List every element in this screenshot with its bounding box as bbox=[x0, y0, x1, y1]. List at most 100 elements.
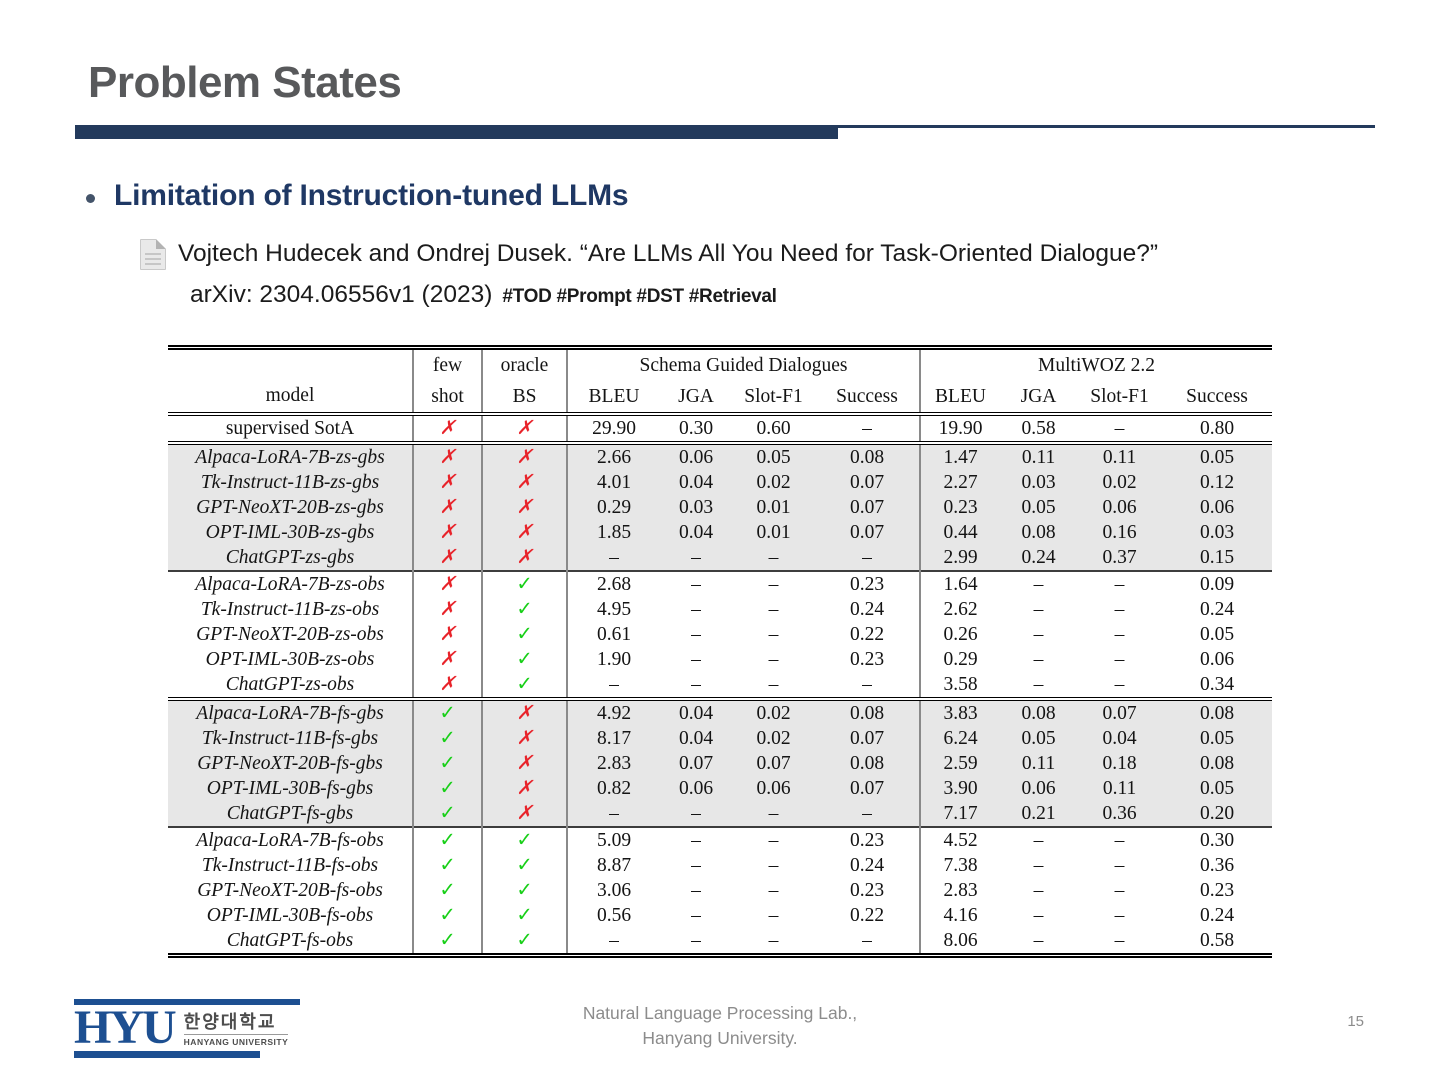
metric-cell: 0.05 bbox=[1199, 624, 1235, 645]
cross-icon: ✗ bbox=[412, 622, 482, 647]
metric-cell: 0.06 bbox=[732, 776, 815, 801]
table-row: GPT-NeoXT-20B-fs-gbs ✓ ✗ 2.83 0.07 0.07 0.08 2.… bbox=[168, 751, 1273, 776]
metric-cell: 0.23 bbox=[815, 570, 921, 597]
metric-cell: 0.24 bbox=[1199, 905, 1235, 926]
metric-cell: 0.58 bbox=[1000, 412, 1078, 443]
metric-cell: 0.29 bbox=[919, 647, 1001, 672]
metric-cell: 0.18 bbox=[1077, 751, 1163, 776]
metric-cell: 0.05 bbox=[732, 441, 815, 470]
cross-icon: ✗ bbox=[412, 520, 482, 545]
cross-icon: ✗ bbox=[412, 470, 482, 495]
citation-arxiv: arXiv: 2304.06556v1 (2023) #TOD #Prompt #… bbox=[190, 281, 777, 309]
metric-cell: 0.24 bbox=[1199, 599, 1235, 620]
table-row: supervised SotA ✗ ✗ 29.90 0.30 0.60–19.90 0.58… bbox=[168, 412, 1273, 443]
model-name-cell: Tk-Instruct-11B-zs-gbs bbox=[168, 470, 413, 495]
metric-cell: 4.01 bbox=[566, 470, 660, 495]
header-bs: BS bbox=[481, 382, 567, 414]
citation-text: Vojtech Hudecek and Ondrej Dusek. “Are L… bbox=[178, 240, 1159, 267]
metric-cell: 0.21 bbox=[1000, 801, 1078, 827]
table-row: GPT-NeoXT-20B-fs-obs ✓ ✓ 3.06– –0.23 2.83– –0.… bbox=[168, 878, 1272, 903]
metric-cell: 0.30 bbox=[660, 412, 732, 443]
header-sgd-jga: JGA bbox=[678, 386, 714, 407]
metric-cell: 1.47 bbox=[919, 441, 1001, 470]
metric-cell: 5.09 bbox=[566, 826, 660, 853]
metric-cell: – bbox=[732, 801, 815, 827]
table-row: ChatGPT-zs-gbs ✗ ✗ – – – –2.99 0.24 0.37 0.15 bbox=[168, 545, 1273, 571]
cross-icon: ✗ bbox=[481, 520, 567, 545]
model-name-cell: Tk-Instruct-11B-fs-gbs bbox=[168, 726, 413, 751]
model-name-cell: OPT-IML-30B-fs-gbs bbox=[168, 776, 413, 801]
metric-cell: 0.11 bbox=[1000, 751, 1078, 776]
metric-cell: 0.82 bbox=[566, 776, 660, 801]
cross-icon: ✗ bbox=[481, 545, 567, 571]
metric-cell: 0.03 bbox=[660, 495, 732, 520]
cross-icon: ✗ bbox=[481, 412, 567, 443]
metric-cell: 0.05 bbox=[1162, 441, 1273, 470]
bullet-marker-icon bbox=[86, 193, 95, 203]
metric-cell: – bbox=[732, 826, 815, 853]
check-icon: ✓ bbox=[481, 570, 567, 597]
header-shot: shot bbox=[412, 382, 482, 414]
metric-cell: – bbox=[1114, 880, 1125, 901]
metric-cell: 1.85 bbox=[566, 520, 660, 545]
metric-cell: 0.07 bbox=[815, 776, 921, 801]
check-icon: ✓ bbox=[481, 597, 567, 622]
metric-cell: 4.92 bbox=[566, 697, 660, 726]
model-name-cell: ChatGPT-zs-obs bbox=[225, 674, 355, 695]
metric-cell: 0.12 bbox=[1162, 470, 1273, 495]
metric-cell: – bbox=[768, 649, 779, 670]
cross-icon: ✗ bbox=[412, 672, 482, 699]
metric-cell: 3.90 bbox=[919, 776, 1001, 801]
metric-cell: – bbox=[768, 599, 779, 620]
check-icon: ✓ bbox=[481, 903, 567, 928]
metric-cell: 0.08 bbox=[1162, 751, 1273, 776]
model-name-cell: Alpaca-LoRA-7B-zs-obs bbox=[168, 570, 413, 597]
metric-cell: 0.01 bbox=[732, 520, 815, 545]
check-icon: ✓ bbox=[412, 826, 482, 853]
metric-cell: 8.17 bbox=[566, 726, 660, 751]
metric-cell: 0.56 bbox=[566, 903, 660, 928]
metric-cell: 0.44 bbox=[919, 520, 1001, 545]
metric-cell: 2.68 bbox=[566, 570, 660, 597]
metric-cell: – bbox=[768, 880, 779, 901]
metric-cell: 0.07 bbox=[660, 751, 732, 776]
cross-icon: ✗ bbox=[412, 647, 482, 672]
metric-cell: 3.83 bbox=[919, 697, 1001, 726]
cross-icon: ✗ bbox=[481, 470, 567, 495]
metric-cell: 0.05 bbox=[1162, 726, 1273, 751]
metric-cell: – bbox=[768, 624, 779, 645]
metric-cell: – bbox=[691, 905, 701, 926]
metric-cell: 0.09 bbox=[1162, 570, 1273, 597]
metric-cell: – bbox=[732, 545, 815, 571]
metric-cell: 0.60 bbox=[732, 412, 815, 443]
metric-cell: – bbox=[1114, 855, 1125, 876]
model-name-cell: supervised SotA bbox=[168, 412, 413, 443]
metric-cell: 1.90 bbox=[566, 647, 660, 672]
metric-cell: 0.37 bbox=[1077, 545, 1163, 571]
hyu-logo-top-bar bbox=[74, 999, 300, 1005]
cross-icon: ✗ bbox=[412, 495, 482, 520]
table-row: Tk-Instruct-11B-fs-obs ✓ ✓ 8.87– –0.24 7.38– –… bbox=[168, 853, 1272, 878]
hyu-logo-acronym: HYU bbox=[74, 1001, 177, 1054]
model-name-cell: ChatGPT-fs-obs bbox=[226, 930, 354, 951]
page-title: Problem States bbox=[88, 58, 402, 107]
metric-cell: 0.08 bbox=[815, 441, 921, 470]
citation-arxiv-id: arXiv: 2304.06556v1 (2023) bbox=[190, 281, 493, 308]
metric-cell: 0.07 bbox=[815, 470, 921, 495]
metric-cell: – bbox=[1033, 905, 1044, 926]
metric-cell: – bbox=[660, 801, 732, 827]
metric-cell: – bbox=[660, 545, 732, 571]
cross-icon: ✗ bbox=[412, 412, 482, 443]
model-name-cell: Tk-Instruct-11B-fs-obs bbox=[201, 855, 379, 876]
check-icon: ✓ bbox=[481, 878, 567, 903]
metric-cell: 0.23 bbox=[849, 880, 885, 901]
model-name-cell: GPT-NeoXT-20B-fs-obs bbox=[197, 880, 383, 901]
metric-cell: – bbox=[691, 674, 701, 695]
metric-cell: – bbox=[1033, 674, 1044, 695]
header-few: few bbox=[412, 347, 482, 382]
metric-cell: – bbox=[815, 412, 921, 443]
metric-cell: – bbox=[1033, 624, 1044, 645]
metric-cell: 0.80 bbox=[1162, 412, 1273, 443]
table-body: supervised SotA ✗ ✗ 29.90 0.30 0.60–19.90 0.58… bbox=[168, 412, 1273, 956]
metric-cell: 0.04 bbox=[660, 520, 732, 545]
